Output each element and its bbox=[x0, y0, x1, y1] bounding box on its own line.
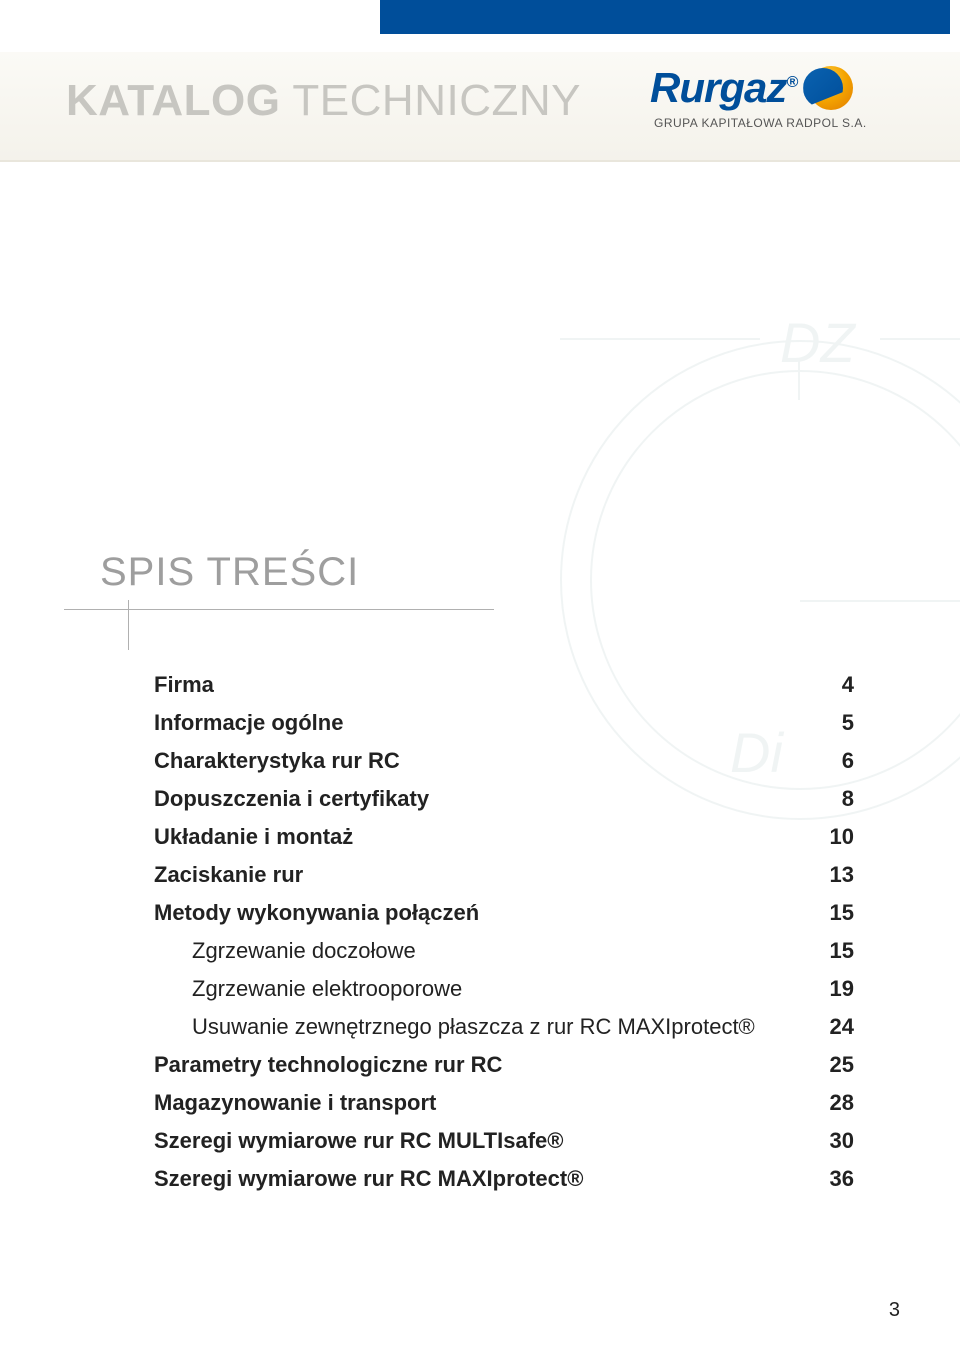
toc-item-label: Usuwanie zewnętrznego płaszcza z rur RC … bbox=[154, 1014, 755, 1040]
toc-row: Usuwanie zewnętrznego płaszcza z rur RC … bbox=[154, 1008, 854, 1046]
toc-title: SPIS TREŚCI bbox=[100, 550, 870, 595]
toc-row: Charakterystyka rur RC 6 bbox=[154, 742, 854, 780]
toc-item-label: Charakterystyka rur RC bbox=[154, 748, 400, 774]
wm-arrow-icon bbox=[880, 338, 960, 340]
toc-row: Zaciskanie rur 13 bbox=[154, 856, 854, 894]
page-title: KATALOG TECHNICZNY bbox=[66, 76, 581, 126]
toc-item-page: 25 bbox=[814, 1052, 854, 1078]
top-accent-bar bbox=[380, 0, 950, 34]
toc-item-page: 15 bbox=[814, 900, 854, 926]
toc-row: Układanie i montaż 10 bbox=[154, 818, 854, 856]
logo-row: Rurgaz® bbox=[650, 64, 930, 112]
toc-item-page: 24 bbox=[814, 1014, 854, 1040]
toc-item-label: Parametry technologiczne rur RC bbox=[154, 1052, 502, 1078]
toc-item-label: Dopuszczenia i certyfikaty bbox=[154, 786, 429, 812]
toc-row: Firma 4 bbox=[154, 666, 854, 704]
toc-item-page: 28 bbox=[814, 1090, 854, 1116]
toc-item-page: 8 bbox=[814, 786, 854, 812]
page-number: 3 bbox=[889, 1299, 900, 1322]
registered-mark: ® bbox=[786, 74, 797, 91]
toc-item-label: Zgrzewanie doczołowe bbox=[154, 938, 416, 964]
toc-row: Informacje ogólne 5 bbox=[154, 704, 854, 742]
logo-word-text: Rurgaz bbox=[650, 64, 786, 111]
page: KATALOG TECHNICZNY Rurgaz® GRUPA KAPITAŁ… bbox=[0, 0, 960, 1358]
title-light: TECHNICZNY bbox=[281, 76, 581, 125]
toc-row: Szeregi wymiarowe rur RC MAXIprotect® 36 bbox=[154, 1160, 854, 1198]
toc-item-page: 6 bbox=[814, 748, 854, 774]
toc-item-label: Metody wykonywania połączeń bbox=[154, 900, 479, 926]
toc-row: Szeregi wymiarowe rur RC MULTIsafe® 30 bbox=[154, 1122, 854, 1160]
toc-item-label: Zgrzewanie elektrooporowe bbox=[154, 976, 462, 1002]
toc-item-page: 36 bbox=[814, 1166, 854, 1192]
toc-item-label: Firma bbox=[154, 672, 214, 698]
logo-swirl-icon bbox=[807, 64, 855, 112]
toc-row: Parametry technologiczne rur RC 25 bbox=[154, 1046, 854, 1084]
toc-list: Firma 4 Informacje ogólne 5 Charakterystyka … bbox=[154, 666, 854, 1198]
logo-subline: GRUPA KAPITAŁOWA RADPOL S.A. bbox=[654, 116, 930, 130]
toc-item-label: Informacje ogólne bbox=[154, 710, 343, 736]
table-of-contents: SPIS TREŚCI Firma 4 Informacje ogólne 5 Char… bbox=[100, 550, 870, 1198]
toc-item-label: Układanie i montaż bbox=[154, 824, 353, 850]
toc-item-page: 15 bbox=[814, 938, 854, 964]
toc-item-label: Szeregi wymiarowe rur RC MULTIsafe® bbox=[154, 1128, 563, 1154]
toc-item-page: 13 bbox=[814, 862, 854, 888]
toc-item-page: 10 bbox=[814, 824, 854, 850]
toc-rule-vertical bbox=[128, 600, 129, 650]
toc-row: Dopuszczenia i certyfikaty 8 bbox=[154, 780, 854, 818]
toc-row: Zgrzewanie elektrooporowe 19 bbox=[154, 970, 854, 1008]
brand-logo: Rurgaz® GRUPA KAPITAŁOWA RADPOL S.A. bbox=[650, 64, 930, 130]
title-bold: KATALOG bbox=[66, 76, 281, 125]
toc-row: Metody wykonywania połączeń 15 bbox=[154, 894, 854, 932]
toc-item-page: 19 bbox=[814, 976, 854, 1002]
toc-item-label: Szeregi wymiarowe rur RC MAXIprotect® bbox=[154, 1166, 583, 1192]
toc-row: Magazynowanie i transport 28 bbox=[154, 1084, 854, 1122]
toc-row: Zgrzewanie doczołowe 15 bbox=[154, 932, 854, 970]
toc-item-page: 4 bbox=[814, 672, 854, 698]
wm-arrow-icon bbox=[560, 338, 760, 340]
toc-item-label: Magazynowanie i transport bbox=[154, 1090, 436, 1116]
toc-item-page: 5 bbox=[814, 710, 854, 736]
toc-item-page: 30 bbox=[814, 1128, 854, 1154]
toc-item-label: Zaciskanie rur bbox=[154, 862, 303, 888]
logo-word: Rurgaz® bbox=[650, 64, 797, 112]
